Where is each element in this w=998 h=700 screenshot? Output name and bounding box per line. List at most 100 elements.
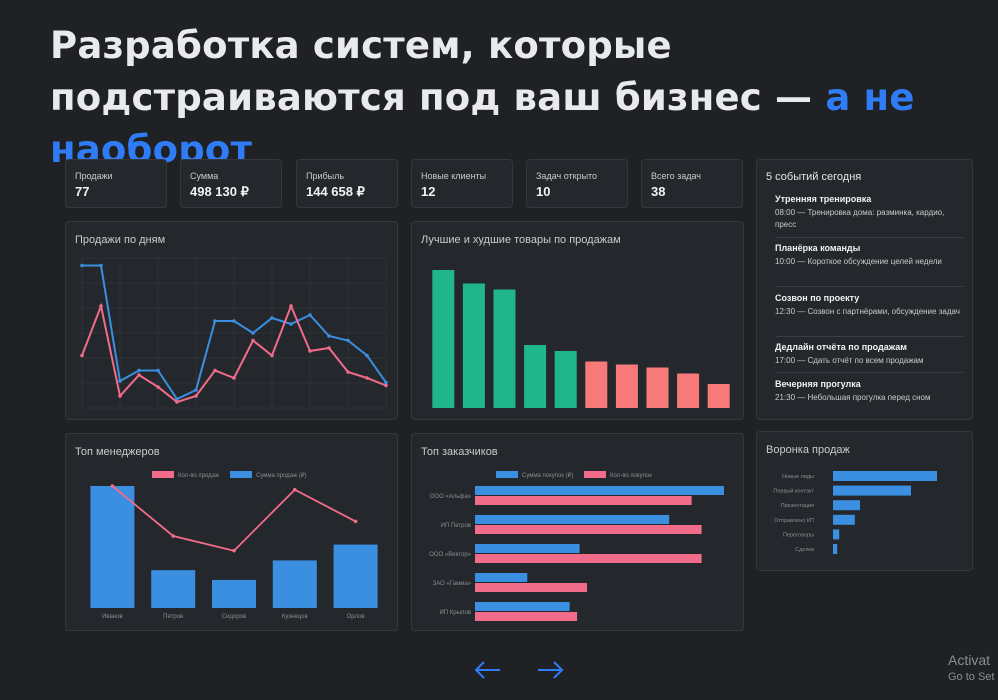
legend-swatch: [230, 471, 252, 478]
data-point: [80, 353, 84, 358]
product-bar: [462, 283, 485, 408]
tick-label: Орлов: [347, 614, 365, 620]
kpi-label: Задач открыто: [536, 171, 598, 181]
headline-main: Разработка систем, которые подстраиваютс…: [50, 24, 826, 119]
manager-bar: [90, 486, 135, 608]
sales-count-line: [111, 485, 357, 552]
kpi-value: 12: [421, 184, 436, 199]
events-title: 5 событий сегодня: [766, 171, 862, 183]
managers-chart: Кол-во продаж Сумма продаж (₽) Иванов Петро…: [90, 471, 378, 620]
customer-bar-sum: [475, 602, 570, 611]
product-bar: [493, 289, 516, 408]
kpi-value: 77: [75, 184, 90, 199]
data-point: [80, 263, 84, 268]
data-point: [251, 338, 255, 343]
events-card: 5 событий сегодня Утренняя тренировка 08…: [756, 159, 973, 420]
data-point: [194, 388, 198, 392]
data-point: [137, 368, 141, 373]
data-point: [365, 376, 369, 380]
data-point: [99, 263, 103, 268]
product-bar: [554, 351, 577, 408]
legend-label: Сумма продаж (₽): [256, 472, 307, 479]
data-point: [353, 519, 358, 524]
arrow-right-icon: [538, 661, 564, 679]
kpi-card-sum: Сумма 498 130 ₽: [180, 159, 282, 208]
funnel-bar: [833, 471, 937, 481]
customers-chart: Сумма покупок (₽) Кол-во покупок ООО «Альф…: [429, 471, 724, 621]
legend-label: Кол-во продаж: [178, 473, 219, 479]
legend-label: Сумма покупок (₽): [522, 472, 574, 479]
tick-label: Сидоров: [222, 614, 246, 620]
data-point: [175, 397, 179, 401]
tick-label: Новые лиды: [782, 474, 814, 480]
event-desc: 17:00 — Сдать отчёт по всем продажам: [775, 356, 924, 365]
kpi-card-new-clients: Новые клиенты 12: [411, 159, 513, 208]
chart-best-worst-products: Лучшие и худшие товары по продажам: [411, 221, 744, 420]
data-point: [118, 394, 122, 398]
data-point: [384, 383, 388, 388]
data-point: [251, 331, 255, 335]
customer-bar-count: [475, 525, 702, 534]
activation-watermark-line2: Go to Set: [948, 671, 995, 683]
prev-slide-button[interactable]: [470, 655, 504, 685]
event-divider: [775, 286, 963, 287]
customer-bar-sum: [475, 544, 580, 553]
manager-bar: [212, 579, 256, 608]
customer-bar-sum: [475, 515, 670, 524]
event-title: Вечерняя прогулка: [775, 379, 861, 389]
data-point: [270, 353, 274, 358]
kpi-value: 38: [651, 184, 666, 199]
tick-label: Презентация: [781, 503, 814, 509]
funnel-bar: [833, 500, 861, 511]
event-title: Дедлайн отчёта по продажам: [775, 342, 907, 352]
chart-title: Продажи по дням: [75, 234, 166, 246]
event-divider: [775, 237, 963, 238]
kpi-label: Новые клиенты: [421, 171, 487, 181]
event-item[interactable]: Планёрка команды 10:00 — Короткое обсужд…: [775, 242, 965, 268]
data-point: [365, 353, 369, 358]
funnel-chart: Новые лиды Первый контакт Презентация Отпра…: [773, 471, 937, 554]
kpi-card-sales: Продажи 77: [65, 159, 167, 208]
event-title: Утренняя тренировка: [775, 194, 872, 204]
data-point: [137, 373, 141, 377]
arrow-left-icon: [474, 661, 500, 679]
data-point: [232, 548, 236, 553]
data-point: [270, 316, 274, 320]
tick-label: ООО «Вектор»: [429, 552, 471, 558]
tick-label: ООО «Альфа»: [430, 494, 472, 500]
legend-label: Кол-во покупок: [610, 473, 652, 479]
tick-label: Иванов: [102, 614, 123, 620]
customer-bar-count: [475, 583, 588, 592]
data-point: [384, 380, 388, 385]
manager-bar: [151, 570, 196, 608]
chart-sales-funnel: Воронка продаж Новые лиды Первый контакт П…: [756, 431, 973, 571]
product-bar: [432, 270, 455, 408]
legend-swatch: [152, 471, 174, 478]
tick-label: ИП Крылов: [439, 610, 471, 616]
product-bar: [707, 384, 730, 408]
data-point: [289, 304, 293, 308]
page-title: Разработка систем, которые подстраиваютс…: [50, 20, 970, 176]
line-chart: [80, 257, 388, 409]
product-bar: [646, 367, 669, 408]
chart-title: Лучшие и худшие товары по продажам: [421, 234, 621, 246]
event-item[interactable]: Вечерняя прогулка 21:30 — Небольшая прог…: [775, 378, 965, 404]
product-bar: [585, 361, 608, 408]
data-point: [327, 346, 331, 350]
customer-bar-count: [475, 554, 702, 563]
data-point: [156, 368, 160, 373]
data-point: [308, 349, 312, 353]
event-item[interactable]: Дедлайн отчёта по продажам 17:00 — Сдать…: [775, 341, 965, 367]
event-divider: [775, 336, 963, 337]
next-slide-button[interactable]: [534, 655, 568, 685]
kpi-card-open-tasks: Задач открыто 10: [526, 159, 628, 208]
customer-bar-sum: [475, 573, 528, 582]
customer-bar-count: [475, 612, 578, 621]
kpi-value: 498 130 ₽: [190, 184, 249, 199]
event-desc: 12:30 — Созвон с партнёрами, обсуждение …: [775, 307, 960, 316]
event-item[interactable]: Утренняя тренировка 08:00 — Тренировка д…: [775, 193, 965, 231]
event-item[interactable]: Созвон по проекту 12:30 — Созвон с партн…: [775, 292, 965, 318]
data-point: [156, 385, 160, 389]
chart-top-customers: Топ заказчиков Сумма покупок (₽) Кол-во п…: [411, 433, 744, 631]
data-point: [194, 394, 198, 398]
